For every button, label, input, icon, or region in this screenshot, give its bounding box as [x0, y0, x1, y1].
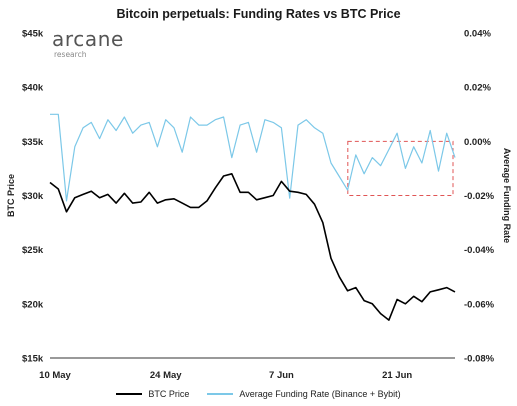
legend-label-btc: BTC Price — [148, 389, 190, 399]
y2-tick-label: 0.00% — [464, 137, 491, 148]
y2-tick-label: -0.04% — [464, 245, 495, 256]
x-tick-label: 24 May — [150, 370, 182, 381]
y-tick-label: $20k — [22, 299, 44, 310]
y-tick-label: $30k — [22, 191, 44, 202]
y-axis-title: BTC Price — [6, 174, 16, 217]
y2-tick-label: -0.08% — [464, 354, 495, 365]
x-tick-label: 10 May — [39, 370, 71, 381]
y-tick-label: $15k — [22, 354, 44, 365]
y2-tick-label: 0.04% — [464, 29, 491, 40]
logo-subtext: research — [54, 50, 87, 59]
x-tick-label: 21 Jun — [382, 370, 412, 381]
chart-title: Bitcoin perpetuals: Funding Rates vs BTC… — [116, 7, 401, 21]
y2-tick-label: -0.06% — [464, 299, 495, 310]
legend-item-funding: Average Funding Rate (Binance + Bybit) — [207, 389, 401, 399]
y-tick-label: $40k — [22, 83, 44, 94]
y-tick-label: $35k — [22, 137, 44, 148]
y2-tick-label: 0.02% — [464, 83, 491, 94]
series-line-funding-rate — [50, 113, 456, 202]
arcane-research-logo: arcane research — [52, 29, 124, 59]
legend: BTC Price Average Funding Rate (Binance … — [0, 389, 517, 399]
logo-wordmark: arcane — [52, 27, 124, 51]
y-tick-label: $25k — [22, 245, 44, 256]
legend-swatch-btc — [116, 393, 143, 395]
y2-tick-label: -0.02% — [464, 191, 495, 202]
legend-swatch-funding — [207, 393, 234, 395]
y2-axis-title: Average Funding Rate — [502, 148, 512, 243]
legend-item-btc: BTC Price — [116, 389, 189, 399]
series-line-btc-price — [49, 173, 456, 321]
y-tick-label: $45k — [22, 29, 44, 40]
annotation-box — [347, 140, 454, 196]
legend-label-funding: Average Funding Rate (Binance + Bybit) — [239, 389, 401, 399]
x-tick-label: 7 Jun — [269, 370, 294, 381]
